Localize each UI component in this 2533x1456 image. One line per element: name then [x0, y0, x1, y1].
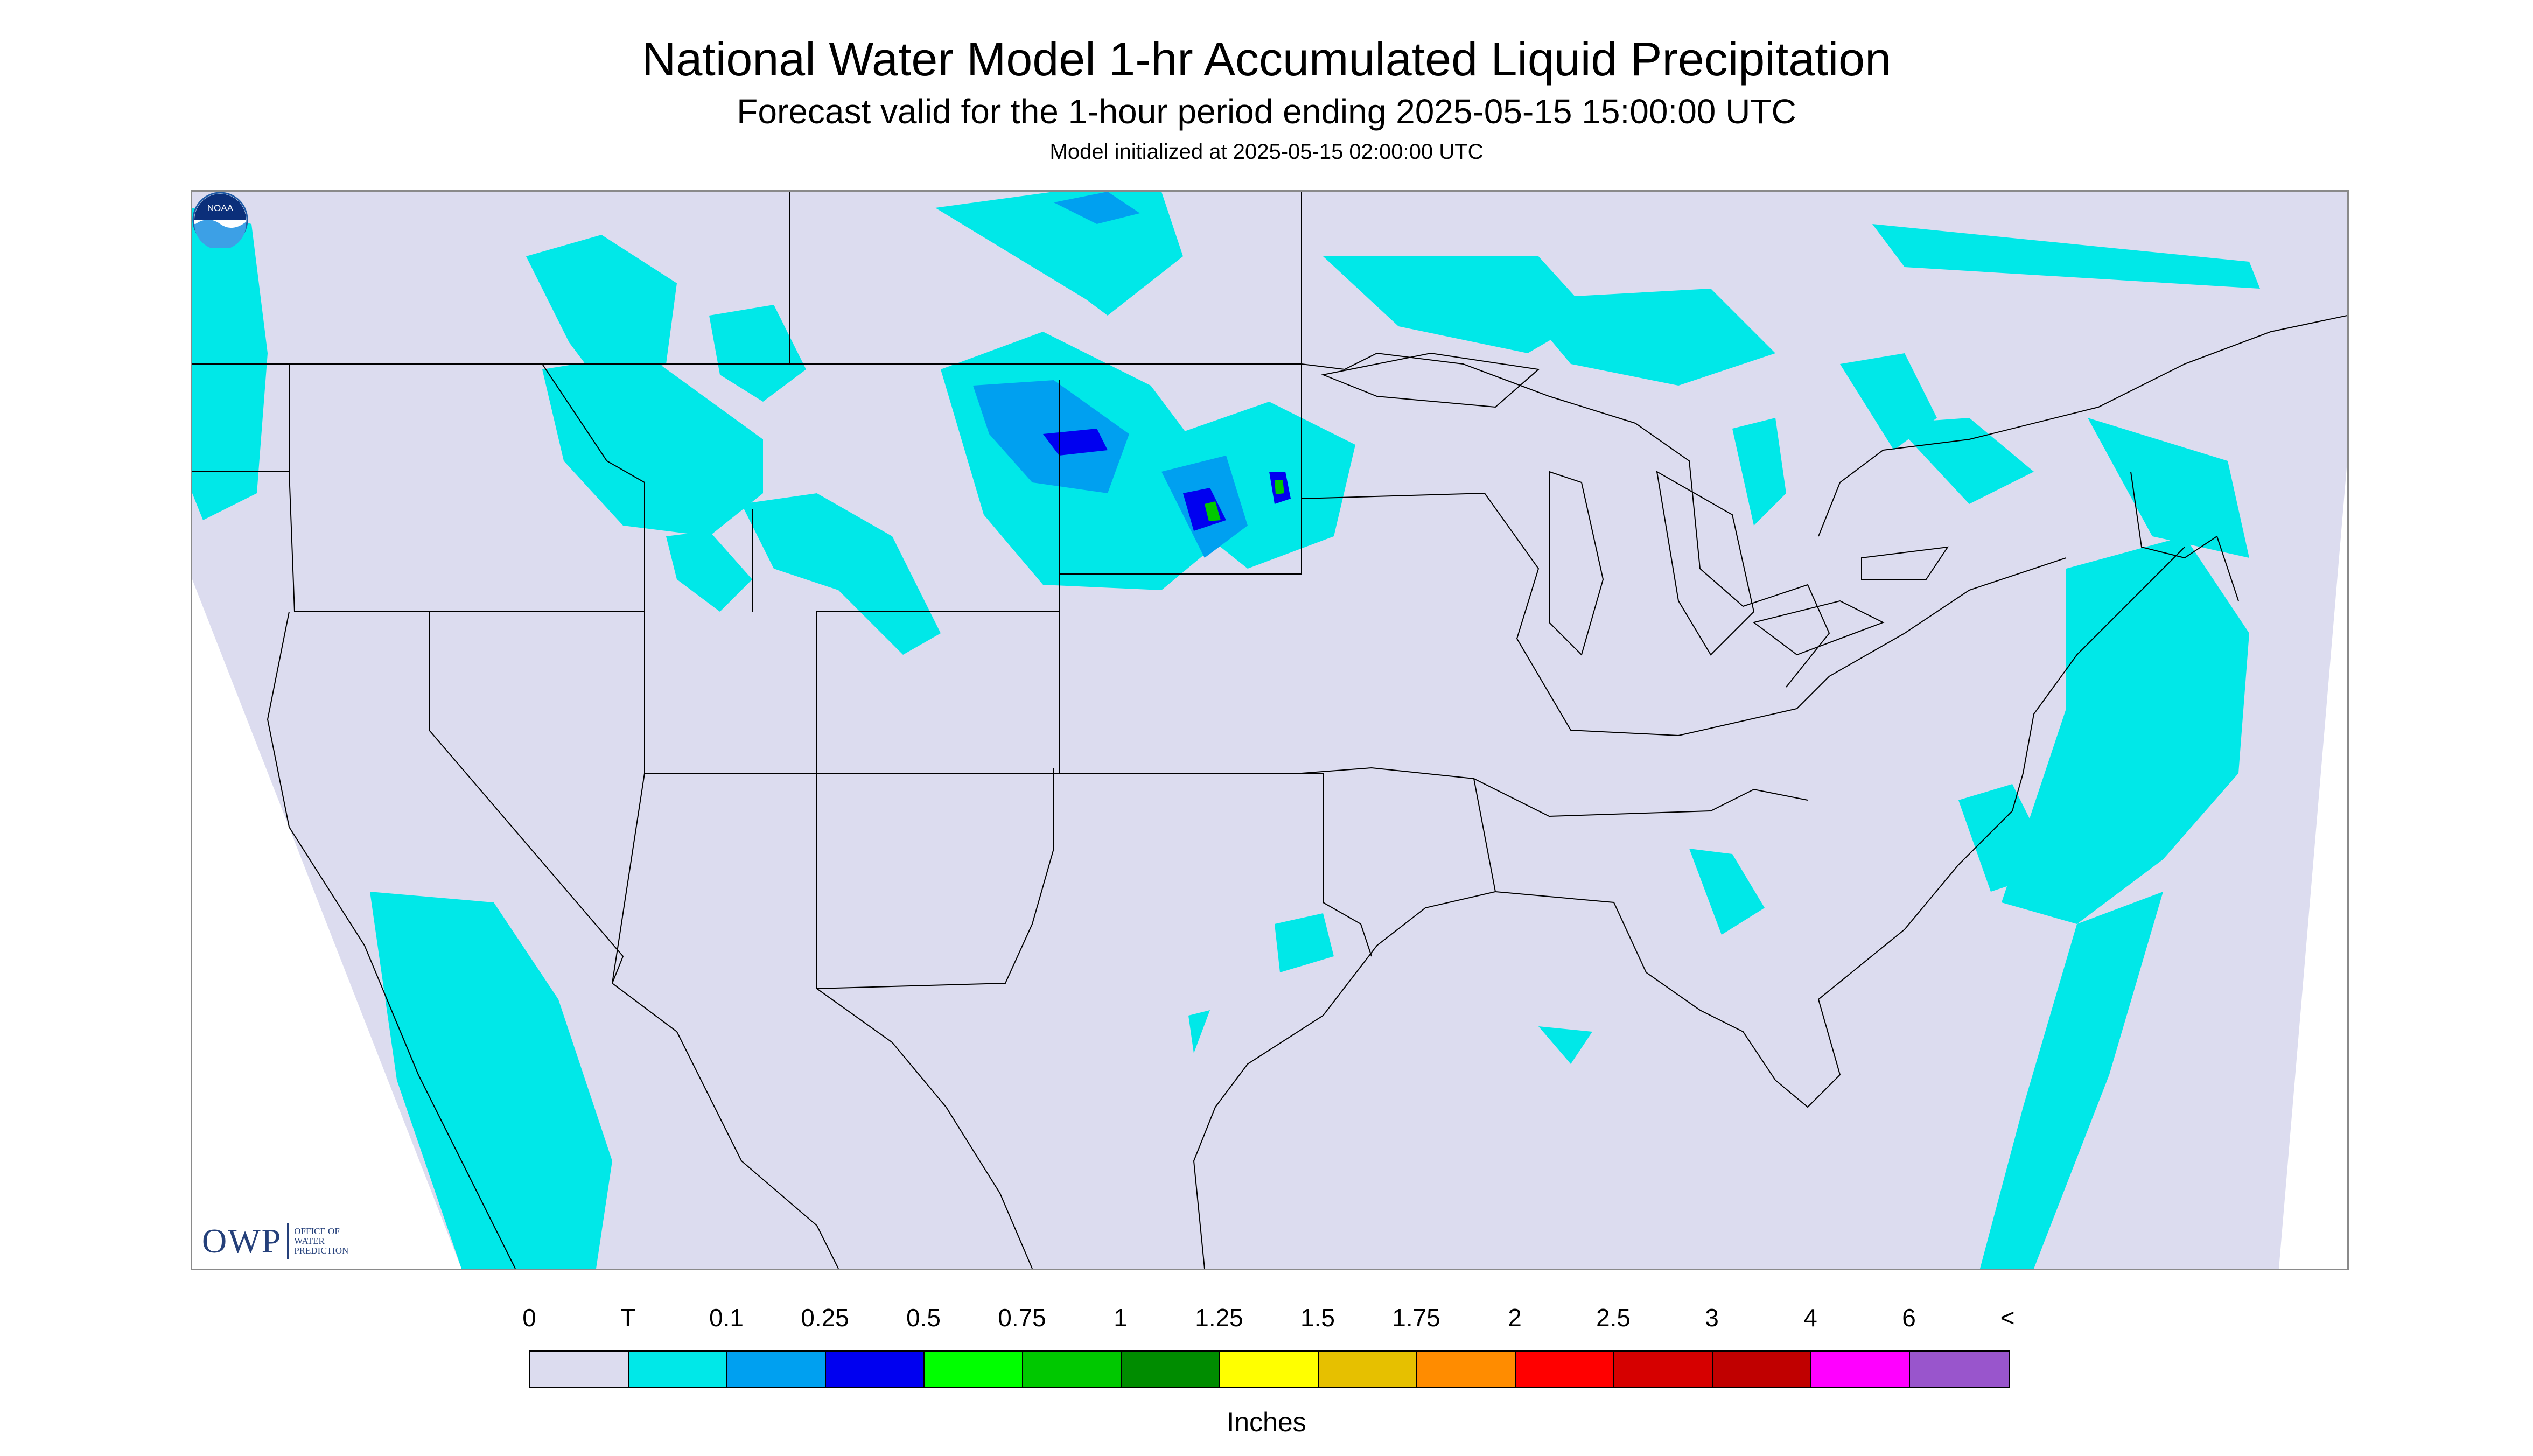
legend-colorbar [529, 1350, 2010, 1388]
legend-tick-label: 6 [1902, 1304, 1916, 1332]
precipitation-map [192, 192, 2347, 1269]
legend-tick-label: 0 [522, 1304, 536, 1332]
legend-tick-label: < [2000, 1304, 2015, 1332]
legend-swatch [1614, 1352, 1713, 1387]
legend-swatch [1417, 1352, 1516, 1387]
legend-labels: 0 T 0.1 0.25 0.5 0.75 1 1.25 1.5 1.75 2 2.5 3 4 6 < [0, 1303, 2533, 1338]
legend-tick-label: 0.1 [709, 1304, 744, 1332]
legend-tick-label: T [620, 1304, 636, 1332]
legend-swatch [1516, 1352, 1614, 1387]
legend-swatch [826, 1352, 925, 1387]
owp-logo-line3: PREDICTION [294, 1245, 349, 1256]
legend-tick-label: 1.75 [1392, 1304, 1440, 1332]
legend-tick-label: 4 [1803, 1304, 1817, 1332]
owp-logo-divider [287, 1223, 289, 1259]
legend-tick-label: 1.5 [1300, 1304, 1335, 1332]
map-title: National Water Model 1-hr Accumulated Li… [641, 32, 1892, 86]
legend-tick-label: 1.25 [1195, 1304, 1243, 1332]
legend-swatch [727, 1352, 826, 1387]
legend-tick-label: 0.75 [998, 1304, 1046, 1332]
legend-swatch [1122, 1352, 1220, 1387]
map-panel: OWP OFFICE OF WATER PREDICTION NOAA [191, 190, 2349, 1270]
owp-logo-mark: OWP [202, 1222, 282, 1260]
legend-swatch [530, 1352, 629, 1387]
forecast-valid-subtitle: Forecast valid for the 1-hour period end… [737, 92, 1796, 131]
legend-swatch [1023, 1352, 1122, 1387]
legend-swatch [1910, 1352, 2009, 1387]
legend-tick-label: 2.5 [1596, 1304, 1631, 1332]
legend-swatch [629, 1352, 727, 1387]
noaa-logo-icon: NOAA [192, 192, 248, 248]
owp-logo-text: OFFICE OF WATER PREDICTION [294, 1227, 348, 1256]
legend-tick-label: 0.25 [801, 1304, 849, 1332]
legend-swatch [1811, 1352, 1910, 1387]
legend-tick-label: 0.5 [906, 1304, 941, 1332]
noaa-logo-text: NOAA [207, 203, 234, 213]
legend-tick-label: 2 [1508, 1304, 1522, 1332]
legend-swatch [1220, 1352, 1319, 1387]
legend-tick-label: 1 [1114, 1304, 1128, 1332]
owp-logo: OWP OFFICE OF WATER PREDICTION [202, 1221, 348, 1261]
legend-swatch [925, 1352, 1023, 1387]
great-lakes [1321, 352, 1949, 656]
legend-swatch [1319, 1352, 1417, 1387]
owp-logo-line2: WATER [294, 1236, 325, 1247]
owp-logo-line1: OFFICE OF [294, 1226, 340, 1237]
legend-swatch [1713, 1352, 1811, 1387]
political-boundaries [192, 192, 2347, 1269]
model-init-text: Model initialized at 2025-05-15 02:00:00… [1049, 140, 1484, 164]
legend-tick-label: 3 [1705, 1304, 1719, 1332]
heaviest-precip-areas [1205, 480, 1284, 521]
legend-units: Inches [1227, 1407, 1306, 1437]
